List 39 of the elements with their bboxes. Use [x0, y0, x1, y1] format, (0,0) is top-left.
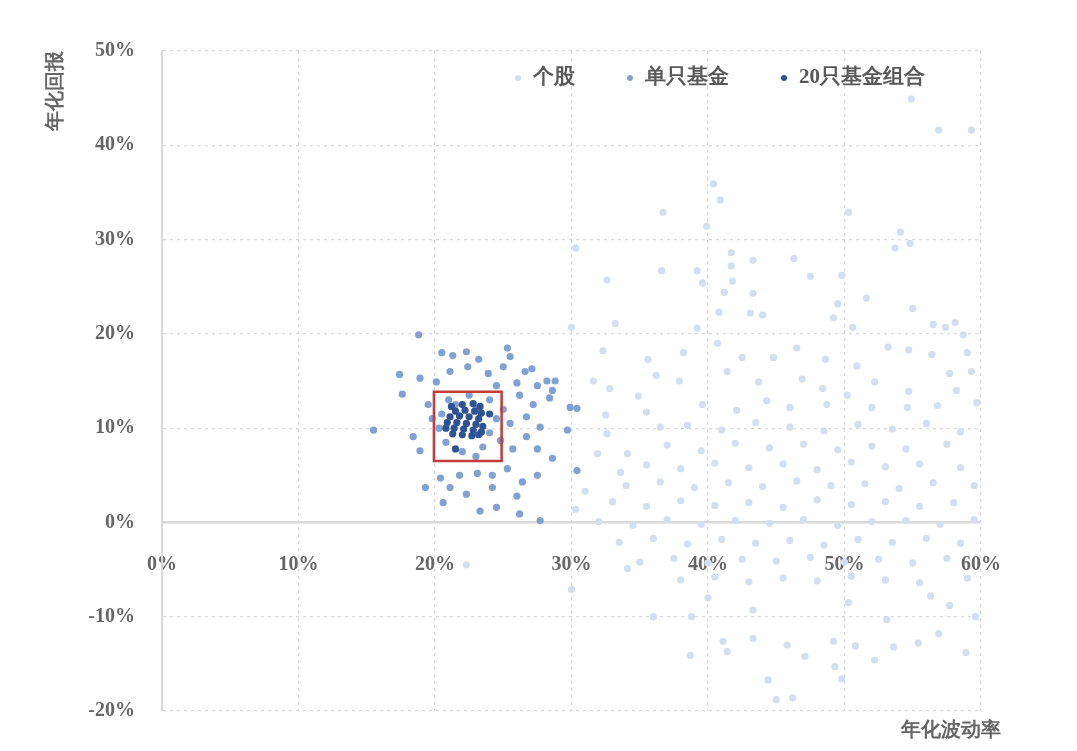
- y-tick-label: 30%: [95, 226, 135, 249]
- x-tick-label: 60%: [961, 551, 1001, 574]
- point: [449, 430, 457, 438]
- point: [446, 413, 454, 421]
- x-tick-label: 40%: [688, 551, 728, 574]
- y-tick-label: 0%: [105, 509, 135, 532]
- point: [458, 431, 466, 439]
- point: [458, 400, 466, 409]
- point: [451, 445, 460, 453]
- point: [465, 413, 473, 421]
- point: [451, 407, 460, 415]
- legend-label: 个股: [532, 64, 576, 89]
- point: [472, 420, 480, 428]
- y-tick-label: 10%: [95, 415, 135, 438]
- y-axis-title: 年化回报: [43, 50, 66, 132]
- point: [455, 412, 464, 420]
- point: [447, 402, 455, 411]
- y-tick-label: 50%: [95, 38, 135, 61]
- point: [475, 415, 483, 423]
- point: [486, 410, 494, 418]
- point: [476, 402, 484, 411]
- legend-label: 单只基金: [644, 64, 729, 89]
- y-tick-label: -20%: [88, 698, 135, 721]
- x-tick-label: 10%: [278, 551, 319, 574]
- point: [469, 400, 477, 408]
- x-tick-label: 0%: [147, 551, 177, 574]
- y-tick-label: 40%: [95, 132, 135, 155]
- x-tick-label: 30%: [551, 551, 592, 574]
- x-tick-label: 20%: [415, 551, 455, 574]
- y-tick-label: -10%: [88, 603, 135, 626]
- point: [443, 418, 451, 427]
- legend-label: 20只基金组合: [799, 64, 925, 89]
- point: [461, 406, 469, 414]
- x-axis-title: 年化波动率: [900, 718, 1001, 741]
- point: [442, 424, 450, 432]
- point: [453, 418, 461, 427]
- point: [468, 432, 476, 440]
- y-tick-label: 20%: [95, 321, 135, 344]
- point: [462, 419, 470, 428]
